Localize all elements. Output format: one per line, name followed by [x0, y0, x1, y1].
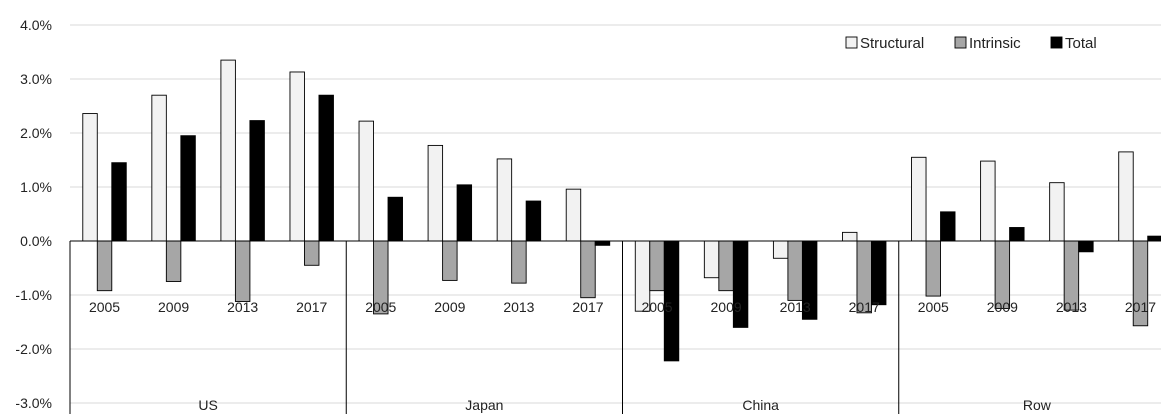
year-label: 2017	[572, 299, 603, 315]
year-label: 2013	[1056, 299, 1087, 315]
bar-intrinsic	[718, 240, 734, 292]
year-label: 2009	[987, 299, 1018, 315]
year-label: 2005	[89, 299, 120, 315]
legend-label: Intrinsic	[969, 35, 1021, 52]
year-label: 2013	[780, 299, 811, 315]
bar-structural	[496, 158, 513, 242]
legend-swatch	[1050, 36, 1063, 49]
bar-total	[387, 196, 403, 242]
bar-structural	[82, 113, 98, 242]
y-tick-label: 0.0%	[20, 233, 52, 249]
bar-total	[1147, 235, 1161, 242]
x-axis-category-labels: 2005 2009 2013 2017 2005 2009 2013 2017 2005 2009…	[89, 299, 1156, 413]
bar-structural	[289, 71, 305, 242]
bar-structural	[151, 94, 167, 242]
legend-label: Structural	[860, 35, 924, 52]
bar-intrinsic	[442, 240, 458, 281]
bar-intrinsic	[925, 240, 941, 297]
group-label: US	[198, 397, 217, 413]
bar-structural	[772, 240, 789, 259]
bar-total	[525, 200, 542, 242]
y-tick-label: -1.0%	[15, 287, 52, 303]
bar-total	[1009, 227, 1025, 242]
legend-item-intrinsic: Intrinsic	[954, 35, 1021, 52]
bar-structural	[427, 144, 444, 242]
y-tick-label: 1.0%	[20, 179, 52, 195]
bar-structural	[1118, 151, 1134, 242]
group-label: China	[742, 397, 779, 413]
bar-structural	[703, 240, 720, 279]
bar-total	[871, 240, 887, 306]
bar-structural	[358, 120, 374, 242]
legend-swatch	[845, 36, 858, 49]
y-axis-tick-labels: -3.0% -2.0% -1.0% 0.0% 1.0% 2.0% 3.0% 4.0%	[15, 17, 52, 411]
bar-total	[180, 135, 196, 242]
y-tick-label: -3.0%	[15, 395, 52, 411]
bar-total	[594, 240, 611, 246]
year-label: 2009	[158, 299, 189, 315]
legend-swatch	[954, 36, 967, 49]
bar-total	[111, 162, 127, 242]
year-label: 2005	[641, 299, 672, 315]
year-label: 2017	[849, 299, 880, 315]
bar-structural	[842, 231, 858, 242]
year-label: 2005	[365, 299, 396, 315]
bar-structural	[911, 156, 927, 242]
bar-intrinsic	[234, 240, 251, 302]
bar-intrinsic	[304, 240, 320, 266]
bar-structural	[980, 160, 996, 242]
legend-label: Total	[1065, 35, 1097, 52]
year-label: 2009	[434, 299, 465, 315]
bar-structural	[1049, 182, 1065, 242]
bars	[82, 59, 1161, 362]
bar-intrinsic	[649, 240, 665, 292]
legend: Structural Intrinsic Total	[845, 35, 1097, 52]
bar-total	[940, 211, 956, 242]
bar-intrinsic	[787, 240, 803, 301]
bar-total	[249, 120, 265, 242]
year-label: 2009	[711, 299, 742, 315]
legend-item-total: Total	[1050, 35, 1097, 52]
group-label: Japan	[465, 397, 503, 413]
bar-total	[318, 94, 334, 242]
bar-total	[456, 184, 473, 242]
y-tick-label: 2.0%	[20, 125, 52, 141]
y-tick-label: -2.0%	[15, 341, 52, 357]
group-label: Row	[1023, 397, 1052, 413]
bar-structural	[565, 188, 582, 242]
year-label: 2017	[1125, 299, 1156, 315]
bar-intrinsic	[165, 240, 182, 282]
legend-item-structural: Structural	[845, 35, 924, 52]
bar-total	[1078, 240, 1094, 253]
year-label: 2013	[503, 299, 534, 315]
bar-structural	[220, 59, 236, 242]
bar-intrinsic	[96, 240, 113, 292]
y-tick-label: 3.0%	[20, 71, 52, 87]
bar-intrinsic	[580, 240, 596, 299]
year-label: 2017	[296, 299, 327, 315]
year-label: 2013	[227, 299, 258, 315]
x-axis	[69, 240, 1161, 414]
bar-intrinsic	[511, 240, 527, 284]
year-label: 2005	[918, 299, 949, 315]
y-tick-label: 4.0%	[20, 17, 52, 33]
